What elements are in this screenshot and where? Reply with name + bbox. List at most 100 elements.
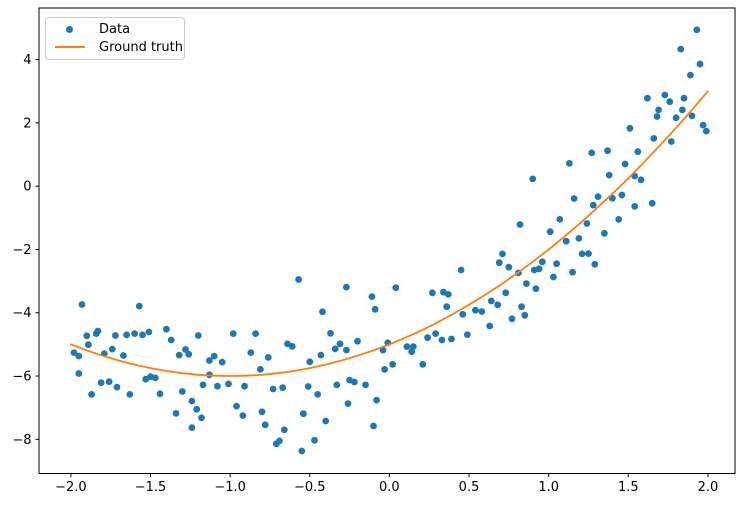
scatter-point bbox=[306, 358, 314, 366]
scatter-point bbox=[218, 358, 226, 366]
scatter-point bbox=[362, 381, 369, 389]
scatter-point bbox=[546, 228, 554, 236]
scatter-point bbox=[131, 330, 139, 337]
scatter-point bbox=[634, 148, 642, 156]
scatter-point bbox=[123, 331, 130, 339]
scatter-point bbox=[331, 345, 339, 353]
x-axis-tick-label: −2.0 bbox=[55, 480, 87, 495]
scatter-point bbox=[667, 138, 675, 145]
scatter-point bbox=[139, 331, 146, 339]
x-axis-tick-label: 1.5 bbox=[618, 480, 639, 495]
scatter-point bbox=[604, 147, 611, 155]
y-axis-tick-label: 2 bbox=[23, 116, 31, 131]
scatter-point bbox=[156, 390, 164, 398]
scatter-point bbox=[432, 330, 439, 337]
scatter-point bbox=[570, 195, 578, 202]
scatter-point bbox=[556, 216, 564, 223]
scatter-point bbox=[113, 383, 121, 391]
scatter-point bbox=[368, 293, 376, 300]
scatter-point bbox=[167, 336, 175, 344]
y-axis-tick-label: 0 bbox=[23, 180, 31, 195]
scatter-point bbox=[550, 273, 557, 281]
scatter-point bbox=[562, 237, 570, 245]
scatter-point bbox=[637, 176, 645, 184]
scatter-point bbox=[408, 348, 416, 356]
scatter-point bbox=[351, 378, 358, 386]
x-axis-tick-label: 1.0 bbox=[538, 480, 559, 495]
scatter-point bbox=[419, 360, 427, 368]
scatter-point bbox=[702, 127, 710, 135]
x-axis-tick-label: −1.5 bbox=[135, 480, 167, 495]
scatter-point bbox=[288, 342, 296, 350]
scatter-point bbox=[264, 354, 272, 361]
scatter-point bbox=[295, 276, 302, 283]
scatter-point bbox=[178, 388, 186, 395]
scatter-point bbox=[304, 383, 312, 390]
scatter-point bbox=[210, 352, 218, 360]
scatter-point bbox=[214, 382, 221, 390]
scatter-point bbox=[78, 301, 86, 308]
scatter-point bbox=[373, 396, 380, 404]
scatter-point bbox=[494, 301, 502, 309]
scatter-point bbox=[653, 113, 661, 120]
scatter-point bbox=[97, 379, 105, 387]
scatter-point bbox=[163, 325, 170, 333]
scatter-point bbox=[229, 330, 237, 337]
scatter-point bbox=[648, 199, 656, 207]
scatter-point bbox=[392, 284, 400, 292]
scatter-point bbox=[344, 400, 352, 407]
scatter-point bbox=[521, 311, 529, 319]
scatter-point bbox=[75, 352, 83, 360]
scatter-point bbox=[298, 447, 306, 455]
scatter-point bbox=[343, 283, 350, 291]
plot-frame bbox=[38, 7, 736, 474]
scatter-point bbox=[523, 280, 530, 287]
scatter-point bbox=[621, 160, 629, 168]
scatter-point bbox=[389, 360, 396, 368]
legend-label-ground-truth: Ground truth bbox=[99, 39, 183, 55]
scatter-point bbox=[672, 114, 680, 122]
scatter-point bbox=[198, 414, 205, 422]
ground-truth-curve bbox=[70, 90, 709, 377]
x-axis-tick-label: 0.0 bbox=[379, 480, 400, 495]
scatter-point bbox=[538, 258, 546, 266]
scatter-point bbox=[126, 391, 134, 398]
scatter-point bbox=[655, 106, 662, 114]
scatter-point bbox=[589, 201, 597, 209]
scatter-point bbox=[120, 352, 127, 359]
scatter-point bbox=[502, 289, 510, 297]
scatter-point bbox=[605, 171, 613, 179]
scatter-point bbox=[314, 391, 322, 398]
scatter-point bbox=[172, 410, 180, 417]
scatter-point bbox=[585, 250, 592, 257]
scatter-point bbox=[94, 327, 102, 335]
legend-entry-data: Data bbox=[53, 21, 176, 39]
scatter-point bbox=[532, 285, 540, 293]
scatter-point bbox=[591, 260, 599, 268]
scatter-point bbox=[566, 160, 573, 167]
scatter-point bbox=[508, 315, 516, 323]
scatter-point bbox=[505, 263, 513, 271]
scatter-point bbox=[459, 310, 467, 318]
scatter-point bbox=[258, 408, 266, 416]
scatter-point bbox=[75, 370, 83, 377]
y-axis-tick-label: −2 bbox=[12, 243, 31, 258]
scatter-point bbox=[327, 329, 334, 337]
scatter-point bbox=[464, 331, 471, 338]
scatter-point bbox=[661, 91, 669, 99]
y-axis-tick-label: 4 bbox=[23, 53, 31, 68]
y-axis-tick-label: −4 bbox=[12, 306, 31, 321]
scatter-point bbox=[403, 343, 411, 350]
scatter-point bbox=[343, 346, 350, 354]
scatter-point bbox=[225, 380, 232, 388]
scatter-point bbox=[644, 94, 651, 102]
scatter-point bbox=[85, 341, 92, 349]
scatter-point bbox=[535, 265, 543, 273]
scatter-point bbox=[499, 250, 506, 258]
x-axis-tick-label: 0.5 bbox=[459, 480, 480, 495]
scatter-point bbox=[185, 350, 193, 358]
scatter-point bbox=[280, 426, 288, 434]
scatter-point bbox=[588, 149, 596, 157]
scatter-point bbox=[553, 260, 560, 268]
